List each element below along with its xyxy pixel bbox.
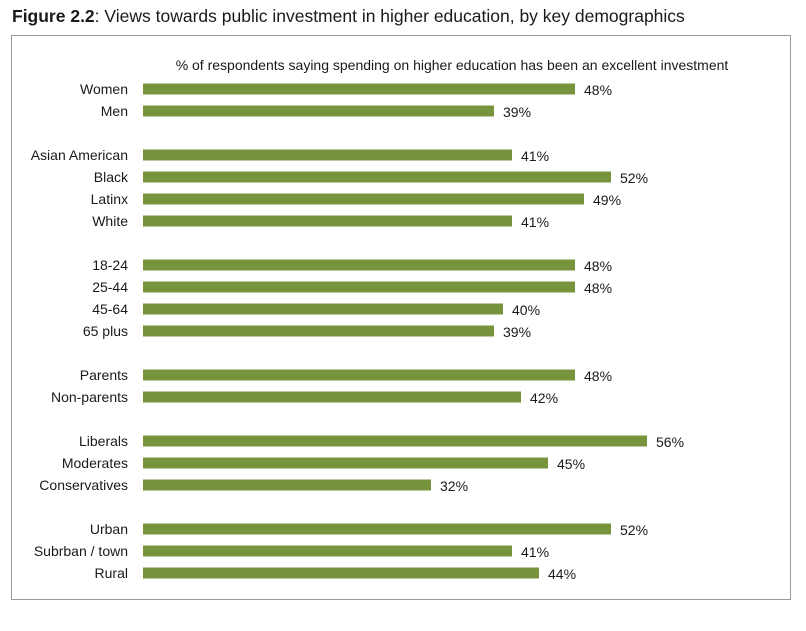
category-label: Parents bbox=[80, 367, 128, 383]
category-label: Conservatives bbox=[39, 477, 128, 493]
bar bbox=[143, 259, 575, 271]
bar bbox=[143, 545, 512, 557]
category-label: Subrban / town bbox=[34, 543, 128, 559]
bar bbox=[143, 391, 521, 403]
bar bbox=[143, 83, 575, 95]
value-label: 32% bbox=[440, 478, 468, 494]
value-label: 49% bbox=[593, 192, 621, 208]
chart-subtitle: % of respondents saying spending on high… bbox=[176, 57, 729, 73]
value-label: 48% bbox=[584, 280, 612, 296]
value-label: 56% bbox=[656, 434, 684, 450]
category-label: Liberals bbox=[79, 433, 128, 449]
bar bbox=[143, 369, 575, 381]
bar bbox=[143, 105, 494, 117]
value-label: 41% bbox=[521, 148, 549, 164]
value-label: 39% bbox=[503, 324, 531, 340]
bar bbox=[143, 457, 548, 469]
value-label: 40% bbox=[512, 302, 540, 318]
category-label: Black bbox=[94, 169, 129, 185]
category-label: Moderates bbox=[62, 455, 128, 471]
value-label: 52% bbox=[620, 170, 648, 186]
value-label: 41% bbox=[521, 544, 549, 560]
bar bbox=[143, 523, 611, 535]
value-label: 52% bbox=[620, 522, 648, 538]
value-label: 41% bbox=[521, 214, 549, 230]
category-label: Latinx bbox=[91, 191, 128, 207]
category-label: 45-64 bbox=[92, 301, 128, 317]
bar bbox=[143, 325, 494, 337]
category-label: 65 plus bbox=[83, 323, 128, 339]
bar bbox=[143, 171, 611, 183]
category-label: 25-44 bbox=[92, 279, 128, 295]
value-label: 48% bbox=[584, 82, 612, 98]
value-label: 48% bbox=[584, 368, 612, 384]
value-label: 39% bbox=[503, 104, 531, 120]
bar bbox=[143, 149, 512, 161]
category-label: Asian American bbox=[31, 147, 128, 163]
bar bbox=[143, 303, 503, 315]
category-label: Men bbox=[101, 103, 128, 119]
bar bbox=[143, 215, 512, 227]
value-label: 44% bbox=[548, 566, 576, 582]
value-label: 42% bbox=[530, 390, 558, 406]
chart-frame bbox=[11, 35, 791, 600]
category-label: Rural bbox=[95, 565, 128, 581]
bar bbox=[143, 281, 575, 293]
category-label: Women bbox=[80, 81, 128, 97]
bar bbox=[143, 567, 539, 579]
category-label: Urban bbox=[90, 521, 128, 537]
category-label: White bbox=[92, 213, 128, 229]
bar bbox=[143, 193, 584, 205]
category-label: Non-parents bbox=[51, 389, 128, 405]
figure-caption: : Views towards public investment in hig… bbox=[94, 6, 685, 26]
figure-label: Figure 2.2 bbox=[12, 6, 95, 26]
category-label: 18-24 bbox=[92, 257, 128, 273]
bar bbox=[143, 435, 647, 447]
figure-title: Figure 2.2: Views towards public investm… bbox=[12, 6, 685, 27]
bars-layer: Women 48% Men 39% Asian American 41% Black 52% L… bbox=[31, 81, 684, 582]
value-label: 45% bbox=[557, 456, 585, 472]
bar bbox=[143, 479, 431, 491]
value-label: 48% bbox=[584, 258, 612, 274]
